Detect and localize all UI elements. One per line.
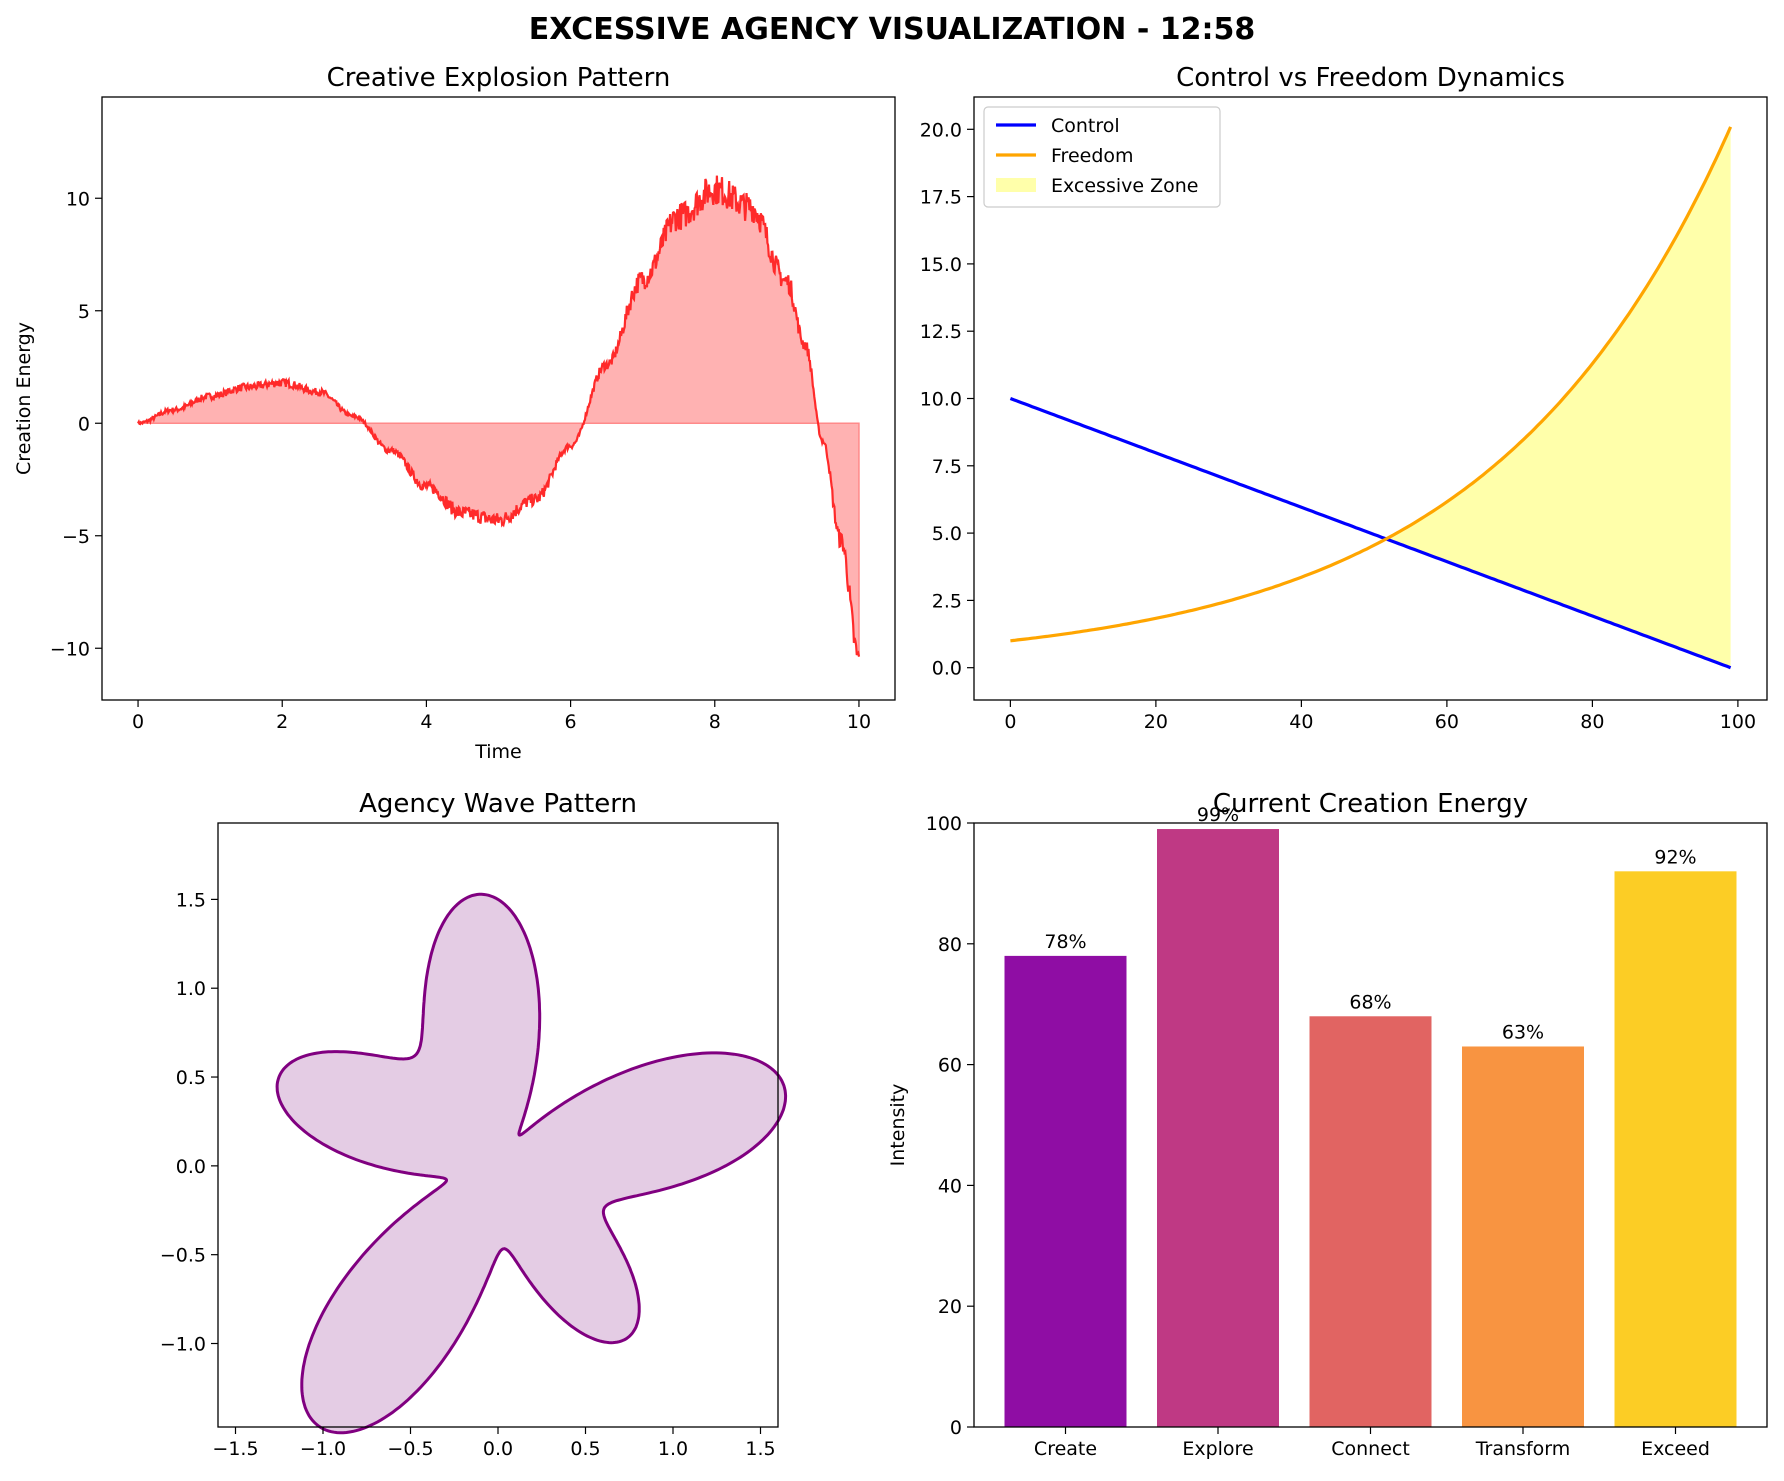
x-tick-label: 100 [1720,711,1756,733]
plot-frame [101,96,896,701]
x-tick-label: −1.0 [300,1438,346,1460]
y-tick-label: 40 [938,1175,962,1197]
y-tick-label: 1.5 [176,889,206,911]
y-tick-label: 17.5 [920,187,962,209]
x-tick-label: 2 [276,711,288,733]
x-tick-label: 0.5 [570,1438,600,1460]
wave-curve [275,892,788,1435]
bar-value-label: 68% [1349,991,1391,1013]
x-tick-label: Transform [1475,1438,1571,1460]
y-tick-label: 12.5 [920,321,962,343]
x-tick-label: 10 [847,711,871,733]
panel-creative-explosion: Creative Explosion Pattern 0 2 4 6 8 10 −10 −5 0 5… [13,63,896,763]
y-tick-label: 0 [950,1417,962,1439]
y-tick-label: 20 [938,1296,962,1318]
y-tick-label: −0.5 [160,1245,206,1267]
y-tick-label: 7.5 [932,456,962,478]
x-tick-label: 1.5 [745,1438,775,1460]
x-tick-label: 40 [1289,711,1313,733]
legend-excessive-zone-label: Excessive Zone [1051,175,1198,197]
figure-title: EXCESSIVE AGENCY VISUALIZATION - 12:58 [529,12,1256,47]
y-tick-label: 0.5 [176,1067,206,1089]
control-line [1009,397,1732,670]
x-axis-label: Time [474,741,522,763]
bar-connect [1309,1016,1432,1427]
x-tick-label: 80 [1580,711,1604,733]
excessive-zone-fill [1388,126,1731,668]
y-tick-label: 1.0 [176,978,206,1000]
chart-title: Agency Wave Pattern [359,789,637,819]
bar-create [1004,955,1127,1427]
chart-title: Creative Explosion Pattern [327,63,671,93]
creation-energy-line [137,175,861,657]
panel-agency-wave: Agency Wave Pattern −1.5 −1.0 −0.5 0.0 0.5 1.0… [160,789,788,1460]
wave-fill [277,894,786,1433]
x-tick-label: Explore [1182,1438,1253,1460]
bar-exceed [1614,871,1737,1427]
freedom-line [1010,126,1733,643]
y-tick-label: 5 [78,301,90,323]
y-axis-label: Creation Energy [13,322,35,475]
bar-value-label: 99% [1197,804,1239,826]
y-tick-label: 10 [66,188,90,210]
y-tick-label: 100 [926,813,962,835]
creation-energy-area [137,175,860,657]
x-tick-label: 0 [132,711,144,733]
y-axis-label: Intensity [887,1084,909,1167]
bar-value-label: 78% [1044,931,1086,953]
chart-title: Current Creation Energy [1213,789,1528,819]
y-tick-label: 5.0 [932,523,962,545]
x-tick-label: −1.5 [212,1438,258,1460]
legend: Control Freedom Excessive Zone [983,106,1221,208]
x-tick-label: Exceed [1641,1438,1710,1460]
x-tick-label: 6 [565,711,577,733]
legend-freedom-label: Freedom [1051,145,1134,167]
x-tick-label: −0.5 [387,1438,433,1460]
x-tick-label: Connect [1331,1438,1410,1460]
y-tick-label: 10.0 [920,389,962,411]
panel-control-vs-freedom: Control vs Freedom Dynamics 0 20 40 60 80 100 0… [920,63,1768,733]
chart-title: Control vs Freedom Dynamics [1176,63,1565,93]
y-tick-label: 0.0 [176,1156,206,1178]
x-tick-label: 8 [709,711,721,733]
legend-box [983,106,1221,208]
y-tick-label: −5 [62,526,90,548]
legend-control-label: Control [1051,115,1120,137]
y-tick-label: 2.5 [932,590,962,612]
y-tick-label: 0 [78,413,90,435]
bar-value-label: 92% [1654,846,1696,868]
x-tick-label: 1.0 [658,1438,688,1460]
y-tick-label: 20.0 [920,119,962,141]
x-tick-label: 60 [1435,711,1459,733]
x-tick-label: 0 [1004,711,1016,733]
y-tick-label: 60 [938,1055,962,1077]
legend-excessive-zone-swatch [996,178,1036,192]
y-tick-label: −1.0 [160,1334,206,1356]
x-tick-label: 0.0 [483,1438,513,1460]
y-tick-label: 15.0 [920,254,962,276]
x-tick-label: 4 [420,711,432,733]
panel-current-creation-energy: 78% 99% 68% 63% 92% Current Creation Energy Cr… [887,789,1768,1460]
bar-value-label: 63% [1502,1021,1544,1043]
y-tick-label: 80 [938,934,962,956]
y-tick-label: 0.0 [932,658,962,680]
bar-explore [1157,829,1279,1427]
y-tick-label: −10 [50,638,90,660]
bar-transform [1462,1046,1584,1427]
x-tick-label: Create [1034,1438,1097,1460]
x-tick-label: 20 [1144,711,1168,733]
